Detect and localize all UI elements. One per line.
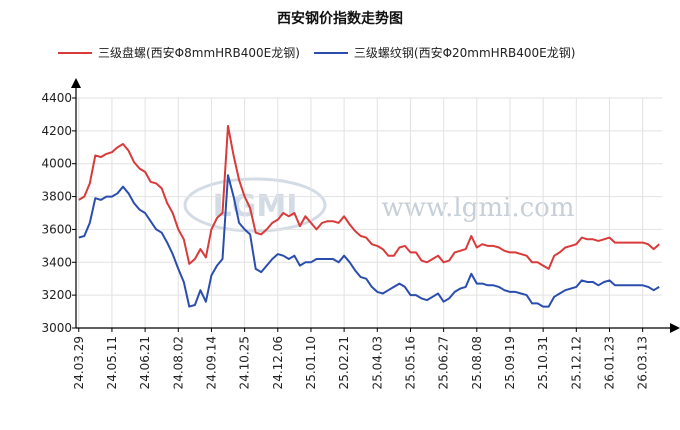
x-tick-label: 25.08.08 xyxy=(470,336,484,389)
watermark-text: www.lgmi.com xyxy=(381,193,574,223)
x-tick-label: 24.08.02 xyxy=(171,336,185,389)
x-tick-label: 25.06.27 xyxy=(437,336,451,389)
y-tick-label: 3200 xyxy=(41,288,72,302)
x-tick-label: 24.05.11 xyxy=(105,336,119,389)
y-tick-label: 4000 xyxy=(41,157,72,171)
legend-swatch-threaded-rebar xyxy=(313,51,348,54)
x-tick-label: 24.06.21 xyxy=(138,336,152,389)
legend-swatch-coil-rebar xyxy=(58,51,92,54)
x-tick-label: 25.10.31 xyxy=(536,336,550,389)
y-tick-label: 3000 xyxy=(41,321,72,335)
x-tick-label: 24.09.14 xyxy=(204,336,218,389)
series-line-threaded-rebar xyxy=(78,174,660,308)
chart-title: 西安钢价指数走势图 xyxy=(277,11,403,27)
legend-label-coil-rebar: 三级盘螺(西安Φ8mmHRB400E龙钢) xyxy=(98,46,300,60)
x-tick-label: 24.12.06 xyxy=(271,336,285,389)
x-tick-label: 25.02.21 xyxy=(337,336,351,389)
chart-legend: 三级盘螺(西安Φ8mmHRB400E龙钢) 三级螺纹钢(西安Φ20mmHRB40… xyxy=(58,44,589,61)
series-line-coil-rebar xyxy=(78,124,660,270)
legend-item-coil-rebar: 三级盘螺(西安Φ8mmHRB400E龙钢) xyxy=(58,44,300,61)
legend-item-threaded-rebar: 三级螺纹钢(西安Φ20mmHRB400E龙钢) xyxy=(313,44,576,61)
y-tick-label: 4400 xyxy=(41,91,72,105)
x-tick-label: 25.05.16 xyxy=(403,336,417,389)
y-tick-label: 3600 xyxy=(41,222,72,236)
legend-label-threaded-rebar: 三级螺纹钢(西安Φ20mmHRB400E龙钢) xyxy=(353,46,576,60)
x-tick-label: 25.12.12 xyxy=(569,336,583,389)
x-tick-label: 26.01.23 xyxy=(602,336,616,389)
x-tick-label: 24.10.25 xyxy=(238,336,252,389)
x-tick-label: 25.01.10 xyxy=(304,336,318,389)
x-axis-arrow xyxy=(670,323,680,333)
x-tick-label: 25.04.03 xyxy=(370,336,384,389)
y-tick-label: 3400 xyxy=(41,255,72,269)
y-tick-label: 3800 xyxy=(41,190,72,204)
y-tick-label: 4200 xyxy=(41,124,72,138)
x-tick-label: 25.09.19 xyxy=(503,336,517,389)
y-axis-arrow xyxy=(71,78,81,88)
x-tick-label: 24.03.29 xyxy=(72,336,86,389)
x-tick-label: 26.03.13 xyxy=(636,336,650,389)
